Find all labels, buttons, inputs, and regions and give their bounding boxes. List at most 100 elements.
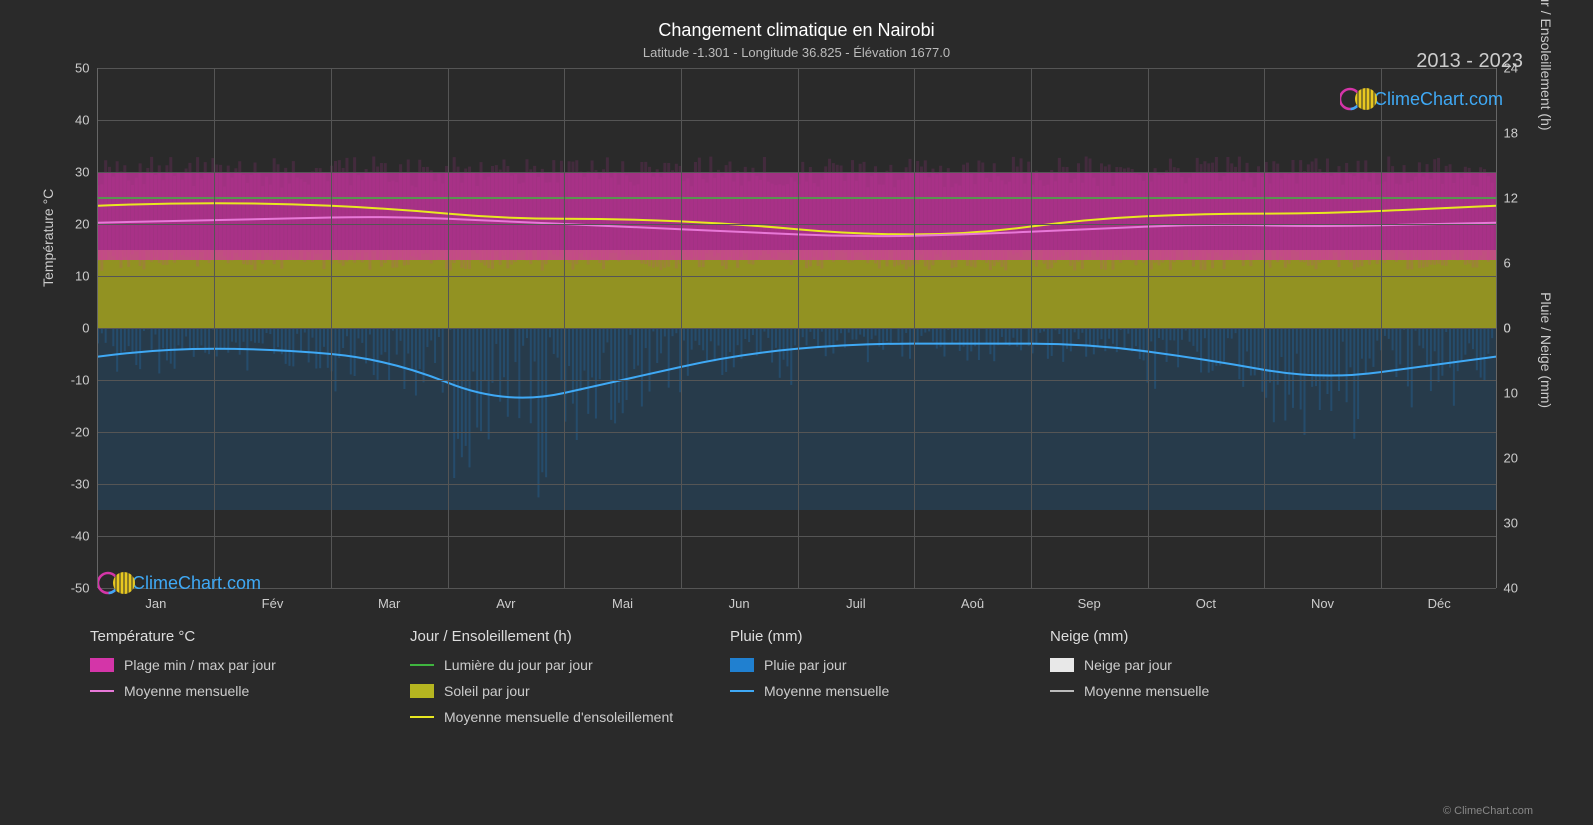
legend-item: Moyenne mensuelle	[730, 683, 1010, 699]
y-right-top-tick-label: 6	[1496, 256, 1511, 271]
grid-line-v	[214, 68, 215, 588]
y-left-tick-label: -30	[71, 477, 98, 492]
grid-line-h	[98, 276, 1496, 277]
legend-item: Lumière du jour par jour	[410, 657, 690, 673]
grid-line-v	[798, 68, 799, 588]
legend-item: Pluie par jour	[730, 657, 1010, 673]
legend-item-label: Plage min / max par jour	[124, 657, 276, 673]
y-left-tick-label: 10	[75, 269, 97, 284]
legend-item: Neige par jour	[1050, 657, 1330, 673]
y-left-tick-label: 50	[75, 61, 97, 76]
x-month-label: Mai	[612, 588, 633, 611]
legend-item: Moyenne mensuelle d'ensoleillement	[410, 709, 690, 725]
legend-item: Plage min / max par jour	[90, 657, 370, 673]
legend-item-label: Neige par jour	[1084, 657, 1172, 673]
x-month-label: Avr	[496, 588, 515, 611]
x-month-label: Oct	[1196, 588, 1216, 611]
legend-item-label: Moyenne mensuelle	[124, 683, 249, 699]
legend: Température °C Plage min / max par jour Mo…	[90, 628, 1503, 735]
climechart-logo-icon	[98, 569, 126, 597]
grid-line-h	[98, 536, 1496, 537]
y-right-bottom-tick-label: 20	[1496, 451, 1518, 466]
grid-line-v	[1031, 68, 1032, 588]
legend-item: Moyenne mensuelle	[90, 683, 370, 699]
grid-line-v	[914, 68, 915, 588]
y-left-tick-label: -50	[71, 581, 98, 596]
y-left-tick-label: 30	[75, 165, 97, 180]
grid-line-v	[448, 68, 449, 588]
legend-line	[1050, 690, 1074, 692]
temp-band	[98, 172, 1496, 260]
legend-item: Moyenne mensuelle	[1050, 683, 1330, 699]
climechart-logo-text: ClimeChart.com	[132, 573, 261, 594]
grid-line-h	[98, 328, 1496, 329]
legend-item-label: Moyenne mensuelle d'ensoleillement	[444, 709, 673, 725]
y-left-tick-label: 0	[82, 321, 97, 336]
y-right-bottom-tick-label: 40	[1496, 581, 1518, 596]
x-month-label: Fév	[262, 588, 284, 611]
x-month-label: Sep	[1078, 588, 1101, 611]
y-left-tick-label: -10	[71, 373, 98, 388]
y-right-bottom-tick-label: 10	[1496, 386, 1518, 401]
grid-line-v	[1381, 68, 1382, 588]
legend-item-label: Pluie par jour	[764, 657, 847, 673]
climechart-logo-icon	[1340, 85, 1368, 113]
grid-line-h	[98, 120, 1496, 121]
legend-item-label: Moyenne mensuelle	[1084, 683, 1209, 699]
grid-line-h	[98, 588, 1496, 589]
y-left-tick-label: -40	[71, 529, 98, 544]
legend-swatch	[730, 658, 754, 672]
legend-item: Soleil par jour	[410, 683, 690, 699]
y-right-top-tick-label: 24	[1496, 61, 1518, 76]
legend-group-title: Température °C	[90, 628, 370, 645]
axis-title-right-bottom: Pluie / Neige (mm)	[1538, 292, 1554, 408]
grid-line-v	[331, 68, 332, 588]
legend-item-label: Soleil par jour	[444, 683, 530, 699]
y-right-top-tick-label: 12	[1496, 191, 1518, 206]
x-month-label: Juil	[846, 588, 866, 611]
chart-title: Changement climatique en Nairobi	[60, 20, 1533, 41]
legend-group: Température °C Plage min / max par jour Mo…	[90, 628, 370, 735]
climechart-logo-text: ClimeChart.com	[1374, 89, 1503, 110]
x-month-label: Jun	[729, 588, 750, 611]
legend-swatch	[1050, 658, 1074, 672]
legend-swatch	[410, 684, 434, 698]
y-right-bottom-tick-label: 30	[1496, 516, 1518, 531]
legend-item-label: Lumière du jour par jour	[444, 657, 593, 673]
y-right-top-tick-label: 18	[1496, 126, 1518, 141]
legend-item-label: Moyenne mensuelle	[764, 683, 889, 699]
grid-line-h	[98, 380, 1496, 381]
climate-chart-container: Changement climatique en Nairobi Latitud…	[0, 0, 1593, 825]
y-left-tick-label: 20	[75, 217, 97, 232]
legend-line	[730, 690, 754, 692]
legend-line	[90, 690, 114, 692]
grid-line-v	[564, 68, 565, 588]
y-right-bottom-tick-label: 0	[1496, 321, 1511, 336]
grid-line-h	[98, 432, 1496, 433]
axis-title-left: Température °C	[40, 189, 56, 287]
chart-subtitle: Latitude -1.301 - Longitude 36.825 - Élé…	[60, 45, 1533, 60]
y-left-tick-label: -20	[71, 425, 98, 440]
rain-band	[98, 328, 1496, 510]
sun-band	[98, 250, 1496, 328]
grid-line-h	[98, 484, 1496, 485]
climechart-logo[interactable]: ClimeChart.com	[1340, 85, 1503, 113]
legend-group-title: Jour / Ensoleillement (h)	[410, 628, 690, 645]
legend-group-title: Neige (mm)	[1050, 628, 1330, 645]
y-left-tick-label: 40	[75, 113, 97, 128]
legend-group-title: Pluie (mm)	[730, 628, 1010, 645]
plot-area: Température °C Jour / Ensoleillement (h)…	[97, 68, 1497, 588]
legend-group: Neige (mm) Neige par jour Moyenne mensuell…	[1050, 628, 1330, 735]
grid-line-v	[1264, 68, 1265, 588]
grid-line-v	[681, 68, 682, 588]
climechart-logo[interactable]: ClimeChart.com	[98, 569, 261, 597]
grid-line-v	[1148, 68, 1149, 588]
x-month-label: Déc	[1428, 588, 1451, 611]
legend-group: Pluie (mm) Pluie par jour Moyenne mensuell…	[730, 628, 1010, 735]
legend-swatch	[90, 658, 114, 672]
x-month-label: Aoû	[961, 588, 984, 611]
grid-line-h	[98, 172, 1496, 173]
axis-title-right-top: Jour / Ensoleillement (h)	[1538, 0, 1554, 131]
x-month-label: Nov	[1311, 588, 1334, 611]
grid-line-h	[98, 68, 1496, 69]
